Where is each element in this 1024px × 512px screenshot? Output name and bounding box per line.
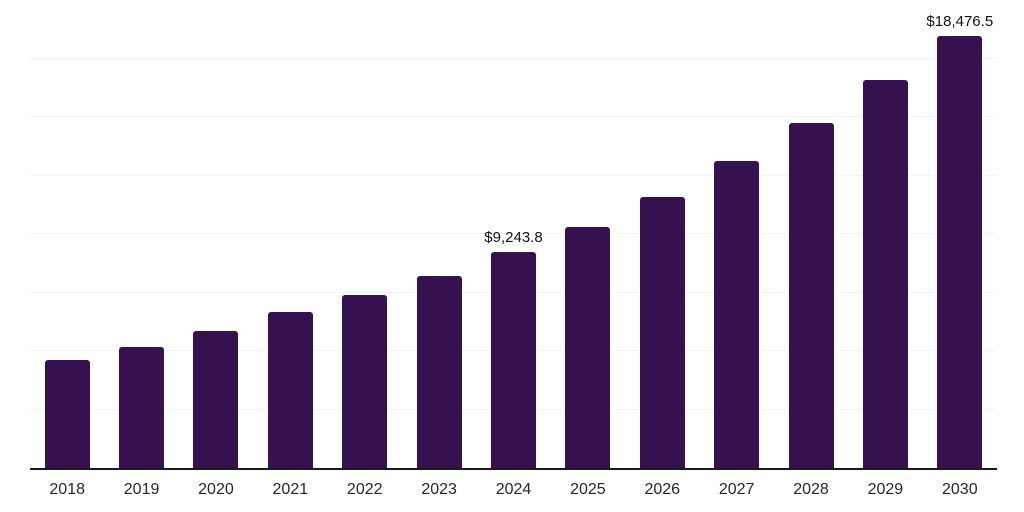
bar-2024 xyxy=(491,251,536,468)
bar-2021 xyxy=(267,311,313,468)
data-label-2024: $9,243.8 xyxy=(484,228,543,246)
x-tick-2026: 2026 xyxy=(644,481,681,498)
bar-2020 xyxy=(193,330,239,468)
bar-2018 xyxy=(44,359,90,468)
x-tick-2022: 2022 xyxy=(346,481,383,498)
bar-2022 xyxy=(342,294,388,468)
bar-2028 xyxy=(788,123,834,468)
x-tick-2020: 2020 xyxy=(198,481,234,498)
x-axis: 2018 2019 2020 2021 2022 2023 2024 2025 2026 2027… xyxy=(30,480,997,504)
bar-2023 xyxy=(416,275,462,468)
x-tick-2028: 2028 xyxy=(793,481,829,498)
x-tick-2025: 2025 xyxy=(570,481,606,498)
bar-2027 xyxy=(714,161,760,468)
x-tick-2024: 2024 xyxy=(495,481,532,498)
x-tick-2021: 2021 xyxy=(272,481,309,498)
bar-2030 xyxy=(937,35,983,468)
x-tick-2018: 2018 xyxy=(49,481,85,498)
gridline-12500 xyxy=(30,174,997,176)
bar-2026 xyxy=(639,196,685,468)
gridline-15000 xyxy=(30,116,997,117)
x-tick-2029: 2029 xyxy=(867,481,904,498)
gridline-10000 xyxy=(30,233,997,234)
bar-2025 xyxy=(565,226,611,468)
bar-2019 xyxy=(119,346,165,468)
x-tick-2027: 2027 xyxy=(718,481,755,498)
plot-area: $9,243.8 $18,476.5 xyxy=(30,0,997,470)
x-tick-2023: 2023 xyxy=(421,481,457,498)
bar-2029 xyxy=(862,80,908,468)
data-label-2030: $18,476.5 xyxy=(926,12,994,30)
gridline-17500 xyxy=(30,57,997,59)
x-tick-2019: 2019 xyxy=(123,481,160,498)
x-tick-2030: 2030 xyxy=(942,481,978,498)
